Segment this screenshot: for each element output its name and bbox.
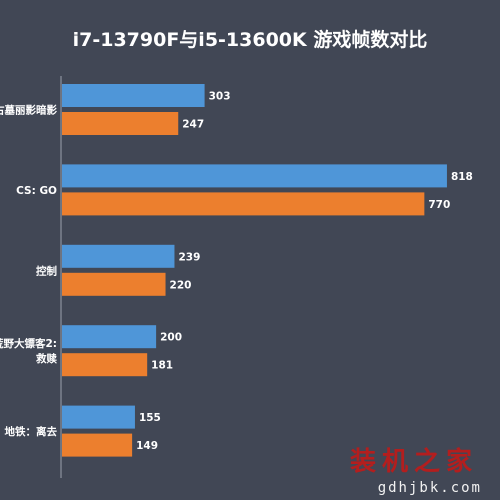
data-label: 247 [182, 119, 204, 131]
watermark-name: 装机之家 [350, 446, 478, 477]
data-label: 181 [151, 360, 173, 372]
category-label: CS: GO [16, 185, 57, 197]
bar [62, 405, 135, 429]
data-label: 155 [139, 412, 161, 424]
bar [62, 244, 175, 268]
category-label: 地铁：离去 [5, 425, 58, 438]
bar [62, 164, 447, 188]
data-label: 149 [136, 440, 158, 452]
bar [62, 272, 166, 296]
data-label: 239 [178, 251, 200, 263]
data-label: 200 [160, 332, 182, 344]
bar [62, 192, 425, 216]
bar [62, 353, 148, 377]
data-label: 770 [428, 199, 450, 211]
category-label: 控制 [36, 264, 57, 277]
chart-title: i7-13790F与i5-13600K 游戏帧数对比 [73, 28, 428, 51]
category-label: 古墓丽影暗影 [0, 104, 57, 117]
bar [62, 112, 179, 135]
category-label: 荒野大镖客2:救赎 [0, 337, 57, 365]
bar [62, 325, 157, 349]
bar [62, 84, 205, 107]
value-labels: 303 247 818 770 239 220 200 181 155 149 [136, 91, 473, 453]
bars-layer [62, 84, 447, 457]
watermark-url: gdhjbk.com [378, 480, 482, 496]
bar [62, 433, 133, 457]
data-label: 818 [451, 171, 473, 183]
data-label: 303 [209, 91, 231, 103]
data-label: 220 [170, 279, 192, 291]
